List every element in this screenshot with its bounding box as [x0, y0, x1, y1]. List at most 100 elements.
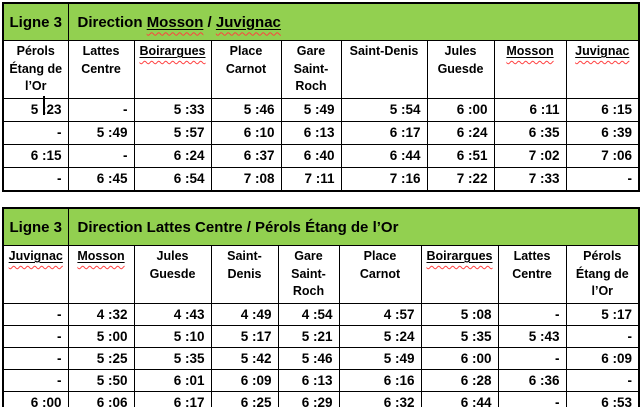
time-cell[interactable]: 6 :17 [133, 391, 212, 407]
time-cell[interactable]: 6 :17 [340, 121, 428, 145]
time-cell[interactable]: 6 :16 [338, 369, 422, 392]
no-service-cell[interactable]: - [497, 347, 567, 370]
time-cell[interactable]: 7 :33 [493, 167, 567, 192]
no-service-cell[interactable]: - [67, 144, 135, 168]
time-cell[interactable]: 6 :44 [420, 391, 499, 407]
station-header[interactable]: Mosson [493, 40, 567, 99]
station-header[interactable]: Pérols Étang de l’Or [2, 40, 69, 99]
no-service-cell[interactable]: - [2, 369, 69, 392]
time-cell[interactable]: 6 :51 [426, 144, 495, 168]
time-cell[interactable]: 6 :29 [277, 391, 340, 407]
no-service-cell[interactable]: - [565, 167, 640, 192]
no-service-cell[interactable]: - [2, 325, 69, 348]
no-service-cell[interactable]: - [565, 325, 640, 348]
time-cell[interactable]: 5 :17 [565, 303, 640, 326]
time-cell[interactable]: 6 :00 [420, 347, 499, 370]
time-cell[interactable]: 5 :49 [338, 347, 422, 370]
time-cell[interactable]: 4 :49 [210, 303, 279, 326]
time-cell[interactable]: 5 :46 [277, 347, 340, 370]
time-cell[interactable]: 5 :24 [338, 325, 422, 348]
time-cell[interactable]: 7 :16 [340, 167, 428, 192]
station-header[interactable]: Saint-Denis [210, 245, 279, 304]
time-cell[interactable]: 4 :32 [67, 303, 135, 326]
no-service-cell[interactable]: - [497, 303, 567, 326]
time-cell[interactable]: 5 :49 [280, 98, 342, 122]
station-header[interactable]: Saint-Denis [340, 40, 428, 99]
time-cell[interactable]: 5 :33 [133, 98, 212, 122]
time-cell[interactable]: 6 :35 [493, 121, 567, 145]
time-cell[interactable]: 6 :13 [280, 121, 342, 145]
time-cell[interactable]: 7 :08 [210, 167, 282, 192]
no-service-cell[interactable]: - [497, 391, 567, 407]
time-cell[interactable]: 5 :57 [133, 121, 212, 145]
time-cell[interactable]: 6 :39 [565, 121, 640, 145]
time-cell[interactable]: 5 :25 [67, 347, 135, 370]
time-cell[interactable]: 6 :15 [2, 144, 69, 168]
station-header[interactable]: Jules Guesde [426, 40, 495, 99]
time-cell[interactable]: 6 :32 [338, 391, 422, 407]
time-cell[interactable]: 5 :46 [210, 98, 282, 122]
station-header[interactable]: Gare Saint-Roch [280, 40, 342, 99]
time-cell[interactable]: 6 :45 [67, 167, 135, 192]
time-cell[interactable]: 4 :54 [277, 303, 340, 326]
time-cell[interactable]: 6 :53 [565, 391, 640, 407]
time-cell[interactable]: 6 :40 [280, 144, 342, 168]
time-cell[interactable]: 7 :11 [280, 167, 342, 192]
time-cell[interactable]: 4 :57 [338, 303, 422, 326]
time-cell[interactable]: 6 :28 [420, 369, 499, 392]
time-cell[interactable]: 5 :54 [340, 98, 428, 122]
station-header[interactable]: Mosson [67, 245, 135, 304]
time-cell[interactable]: 6 :09 [565, 347, 640, 370]
time-cell[interactable]: 6 :54 [133, 167, 212, 192]
time-cell[interactable]: 5 :35 [420, 325, 499, 348]
time-cell[interactable]: 6 :44 [340, 144, 428, 168]
time-cell[interactable]: 5 :21 [277, 325, 340, 348]
station-header[interactable]: Gare Saint-Roch [277, 245, 340, 304]
time-cell[interactable]: 6 :06 [67, 391, 135, 407]
time-cell[interactable]: 6 :10 [210, 121, 282, 145]
time-cell[interactable]: 5 :00 [67, 325, 135, 348]
line-badge[interactable]: Ligne 3 [2, 2, 69, 41]
time-cell[interactable]: 6 :37 [210, 144, 282, 168]
time-cell[interactable]: 5 :50 [67, 369, 135, 392]
no-service-cell[interactable]: - [2, 303, 69, 326]
station-header[interactable]: Pérols Étang de l’Or [565, 245, 640, 304]
time-cell[interactable]: 6 :25 [210, 391, 279, 407]
time-cell[interactable]: 5 :17 [210, 325, 279, 348]
station-header[interactable]: Place Carnot [338, 245, 422, 304]
station-header[interactable]: Place Carnot [210, 40, 282, 99]
time-cell[interactable]: 5 :49 [67, 121, 135, 145]
direction-title[interactable]: Direction Lattes Centre / Pérols Étang d… [67, 207, 640, 246]
time-cell[interactable]: 7 :22 [426, 167, 495, 192]
station-header[interactable]: Lattes Centre [497, 245, 567, 304]
no-service-cell[interactable]: - [2, 347, 69, 370]
no-service-cell[interactable]: - [2, 121, 69, 145]
station-header[interactable]: Lattes Centre [67, 40, 135, 99]
time-cell[interactable]: 4 :43 [133, 303, 212, 326]
time-cell[interactable]: 7 :06 [565, 144, 640, 168]
no-service-cell[interactable]: - [2, 167, 69, 192]
station-header[interactable]: Boirargues [133, 40, 212, 99]
station-header[interactable]: Jules Guesde [133, 245, 212, 304]
time-cell[interactable]: 6 :00 [426, 98, 495, 122]
station-header[interactable]: Boirargues [420, 245, 499, 304]
time-cell[interactable]: 7 :02 [493, 144, 567, 168]
time-cell[interactable]: 6 :00 [2, 391, 69, 407]
time-cell[interactable]: 5 :23 [2, 98, 69, 122]
no-service-cell[interactable]: - [67, 98, 135, 122]
time-cell[interactable]: 6 :24 [133, 144, 212, 168]
time-cell[interactable]: 6 :36 [497, 369, 567, 392]
no-service-cell[interactable]: - [565, 369, 640, 392]
time-cell[interactable]: 6 :01 [133, 369, 212, 392]
time-cell[interactable]: 6 :13 [277, 369, 340, 392]
time-cell[interactable]: 5 :43 [497, 325, 567, 348]
station-header[interactable]: Juvignac [565, 40, 640, 99]
station-header[interactable]: Juvignac [2, 245, 69, 304]
time-cell[interactable]: 6 :11 [493, 98, 567, 122]
time-cell[interactable]: 6 :09 [210, 369, 279, 392]
time-cell[interactable]: 5 :10 [133, 325, 212, 348]
time-cell[interactable]: 5 :35 [133, 347, 212, 370]
line-badge[interactable]: Ligne 3 [2, 207, 69, 246]
direction-title[interactable]: Direction Mosson / Juvignac [67, 2, 640, 41]
time-cell[interactable]: 5 :42 [210, 347, 279, 370]
